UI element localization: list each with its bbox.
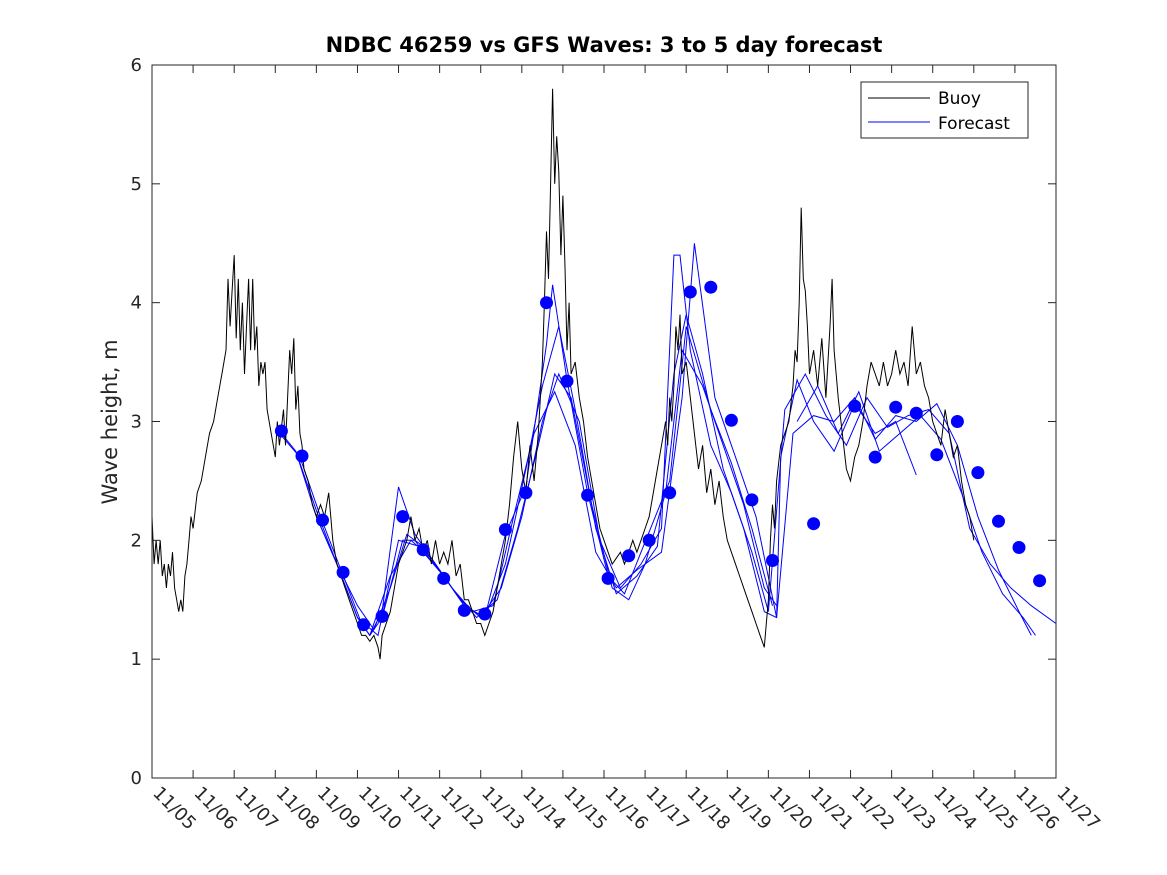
forecast-marker-28 bbox=[868, 450, 882, 464]
chart-title: NDBC 46259 vs GFS Waves: 3 to 5 day fore… bbox=[326, 33, 883, 57]
forecast-marker-10 bbox=[457, 603, 471, 617]
y-tick-label: 0 bbox=[131, 768, 142, 789]
y-tick-label: 2 bbox=[131, 530, 142, 551]
y-tick-label: 5 bbox=[131, 174, 142, 195]
y-tick-label: 6 bbox=[131, 55, 142, 76]
forecast-marker-2 bbox=[295, 449, 309, 463]
forecast-marker-34 bbox=[992, 514, 1005, 528]
forecast-marker-24 bbox=[745, 493, 759, 507]
forecast-marker-19 bbox=[642, 533, 656, 547]
legend-label-forecast: Forecast bbox=[938, 114, 1010, 134]
forecast-marker-29 bbox=[889, 400, 903, 414]
legend-label-buoy: Buoy bbox=[938, 89, 981, 109]
y-axis-label: Wave height, m bbox=[98, 339, 122, 504]
forecast-marker-13 bbox=[519, 486, 533, 500]
forecast-marker-22 bbox=[704, 280, 718, 294]
forecast-marker-35 bbox=[1012, 541, 1026, 554]
forecast-marker-9 bbox=[437, 571, 451, 585]
legend: Buoy Forecast bbox=[860, 81, 1029, 139]
forecast-marker-15 bbox=[560, 374, 574, 388]
y-tick-label: 1 bbox=[131, 649, 142, 670]
forecast-marker-7 bbox=[396, 510, 410, 524]
forecast-marker-1 bbox=[274, 424, 288, 438]
forecast-marker-11 bbox=[478, 607, 492, 621]
forecast-marker-8 bbox=[416, 543, 430, 557]
forecast-marker-4 bbox=[336, 565, 350, 579]
forecast-marker-16 bbox=[581, 488, 595, 502]
legend-box bbox=[860, 81, 1029, 139]
forecast-marker-3 bbox=[316, 513, 329, 527]
forecast-marker-6 bbox=[375, 609, 389, 623]
forecast-marker-14 bbox=[540, 296, 553, 310]
forecast-marker-18 bbox=[622, 549, 636, 563]
forecast-markers bbox=[274, 280, 1047, 632]
forecast-marker-26 bbox=[807, 517, 821, 531]
forecast-marker-36 bbox=[1033, 574, 1047, 588]
forecast-marker-27 bbox=[848, 399, 862, 413]
forecast-marker-33 bbox=[971, 466, 985, 480]
forecast-marker-21 bbox=[683, 285, 697, 299]
forecast-marker-31 bbox=[930, 448, 944, 462]
forecast-marker-30 bbox=[909, 406, 923, 420]
forecast-marker-17 bbox=[601, 571, 615, 585]
forecast-marker-20 bbox=[663, 486, 677, 500]
forecast-marker-32 bbox=[950, 415, 964, 428]
forecast-marker-25 bbox=[766, 554, 779, 567]
y-tick-label: 3 bbox=[131, 412, 142, 433]
forecast-marker-23 bbox=[724, 413, 738, 427]
forecast-marker-5 bbox=[357, 618, 371, 632]
plot-area bbox=[152, 65, 1056, 778]
forecast-marker-12 bbox=[498, 523, 512, 537]
y-tick-label: 4 bbox=[131, 293, 142, 314]
